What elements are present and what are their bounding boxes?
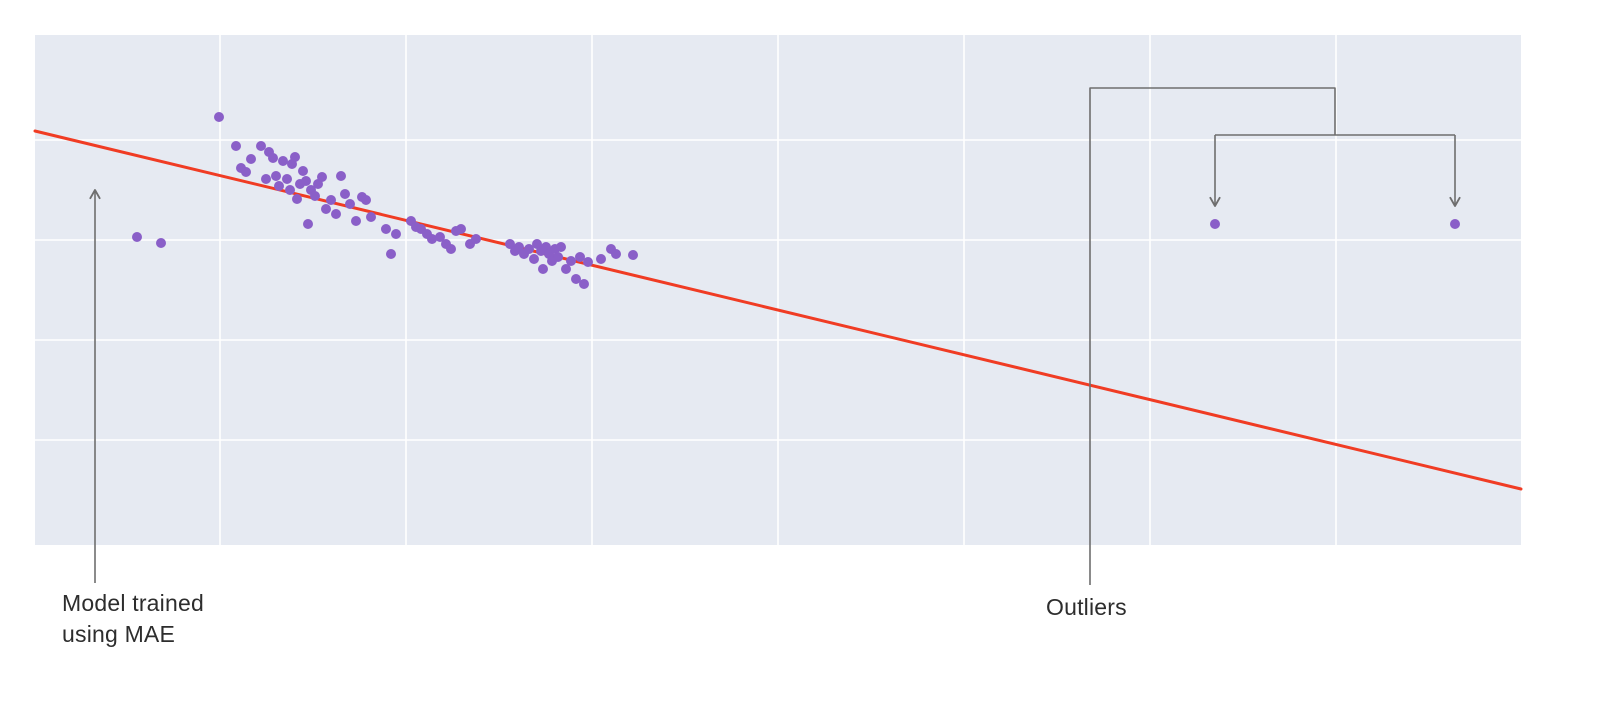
mae-annotation-label: Model trained using MAE — [62, 588, 204, 650]
outliers-connector — [1089, 87, 1336, 585]
outliers-annotation-label: Outliers — [1046, 594, 1127, 620]
mae-annotation-line2: using MAE — [62, 621, 176, 647]
annotation-arrows — [89, 87, 1461, 585]
scatter-points — [132, 112, 638, 289]
regression-line — [33, 129, 1523, 491]
outlier-points — [1210, 219, 1460, 229]
gridlines — [35, 35, 1521, 545]
mae-annotation-line1: Model trained — [62, 590, 204, 616]
